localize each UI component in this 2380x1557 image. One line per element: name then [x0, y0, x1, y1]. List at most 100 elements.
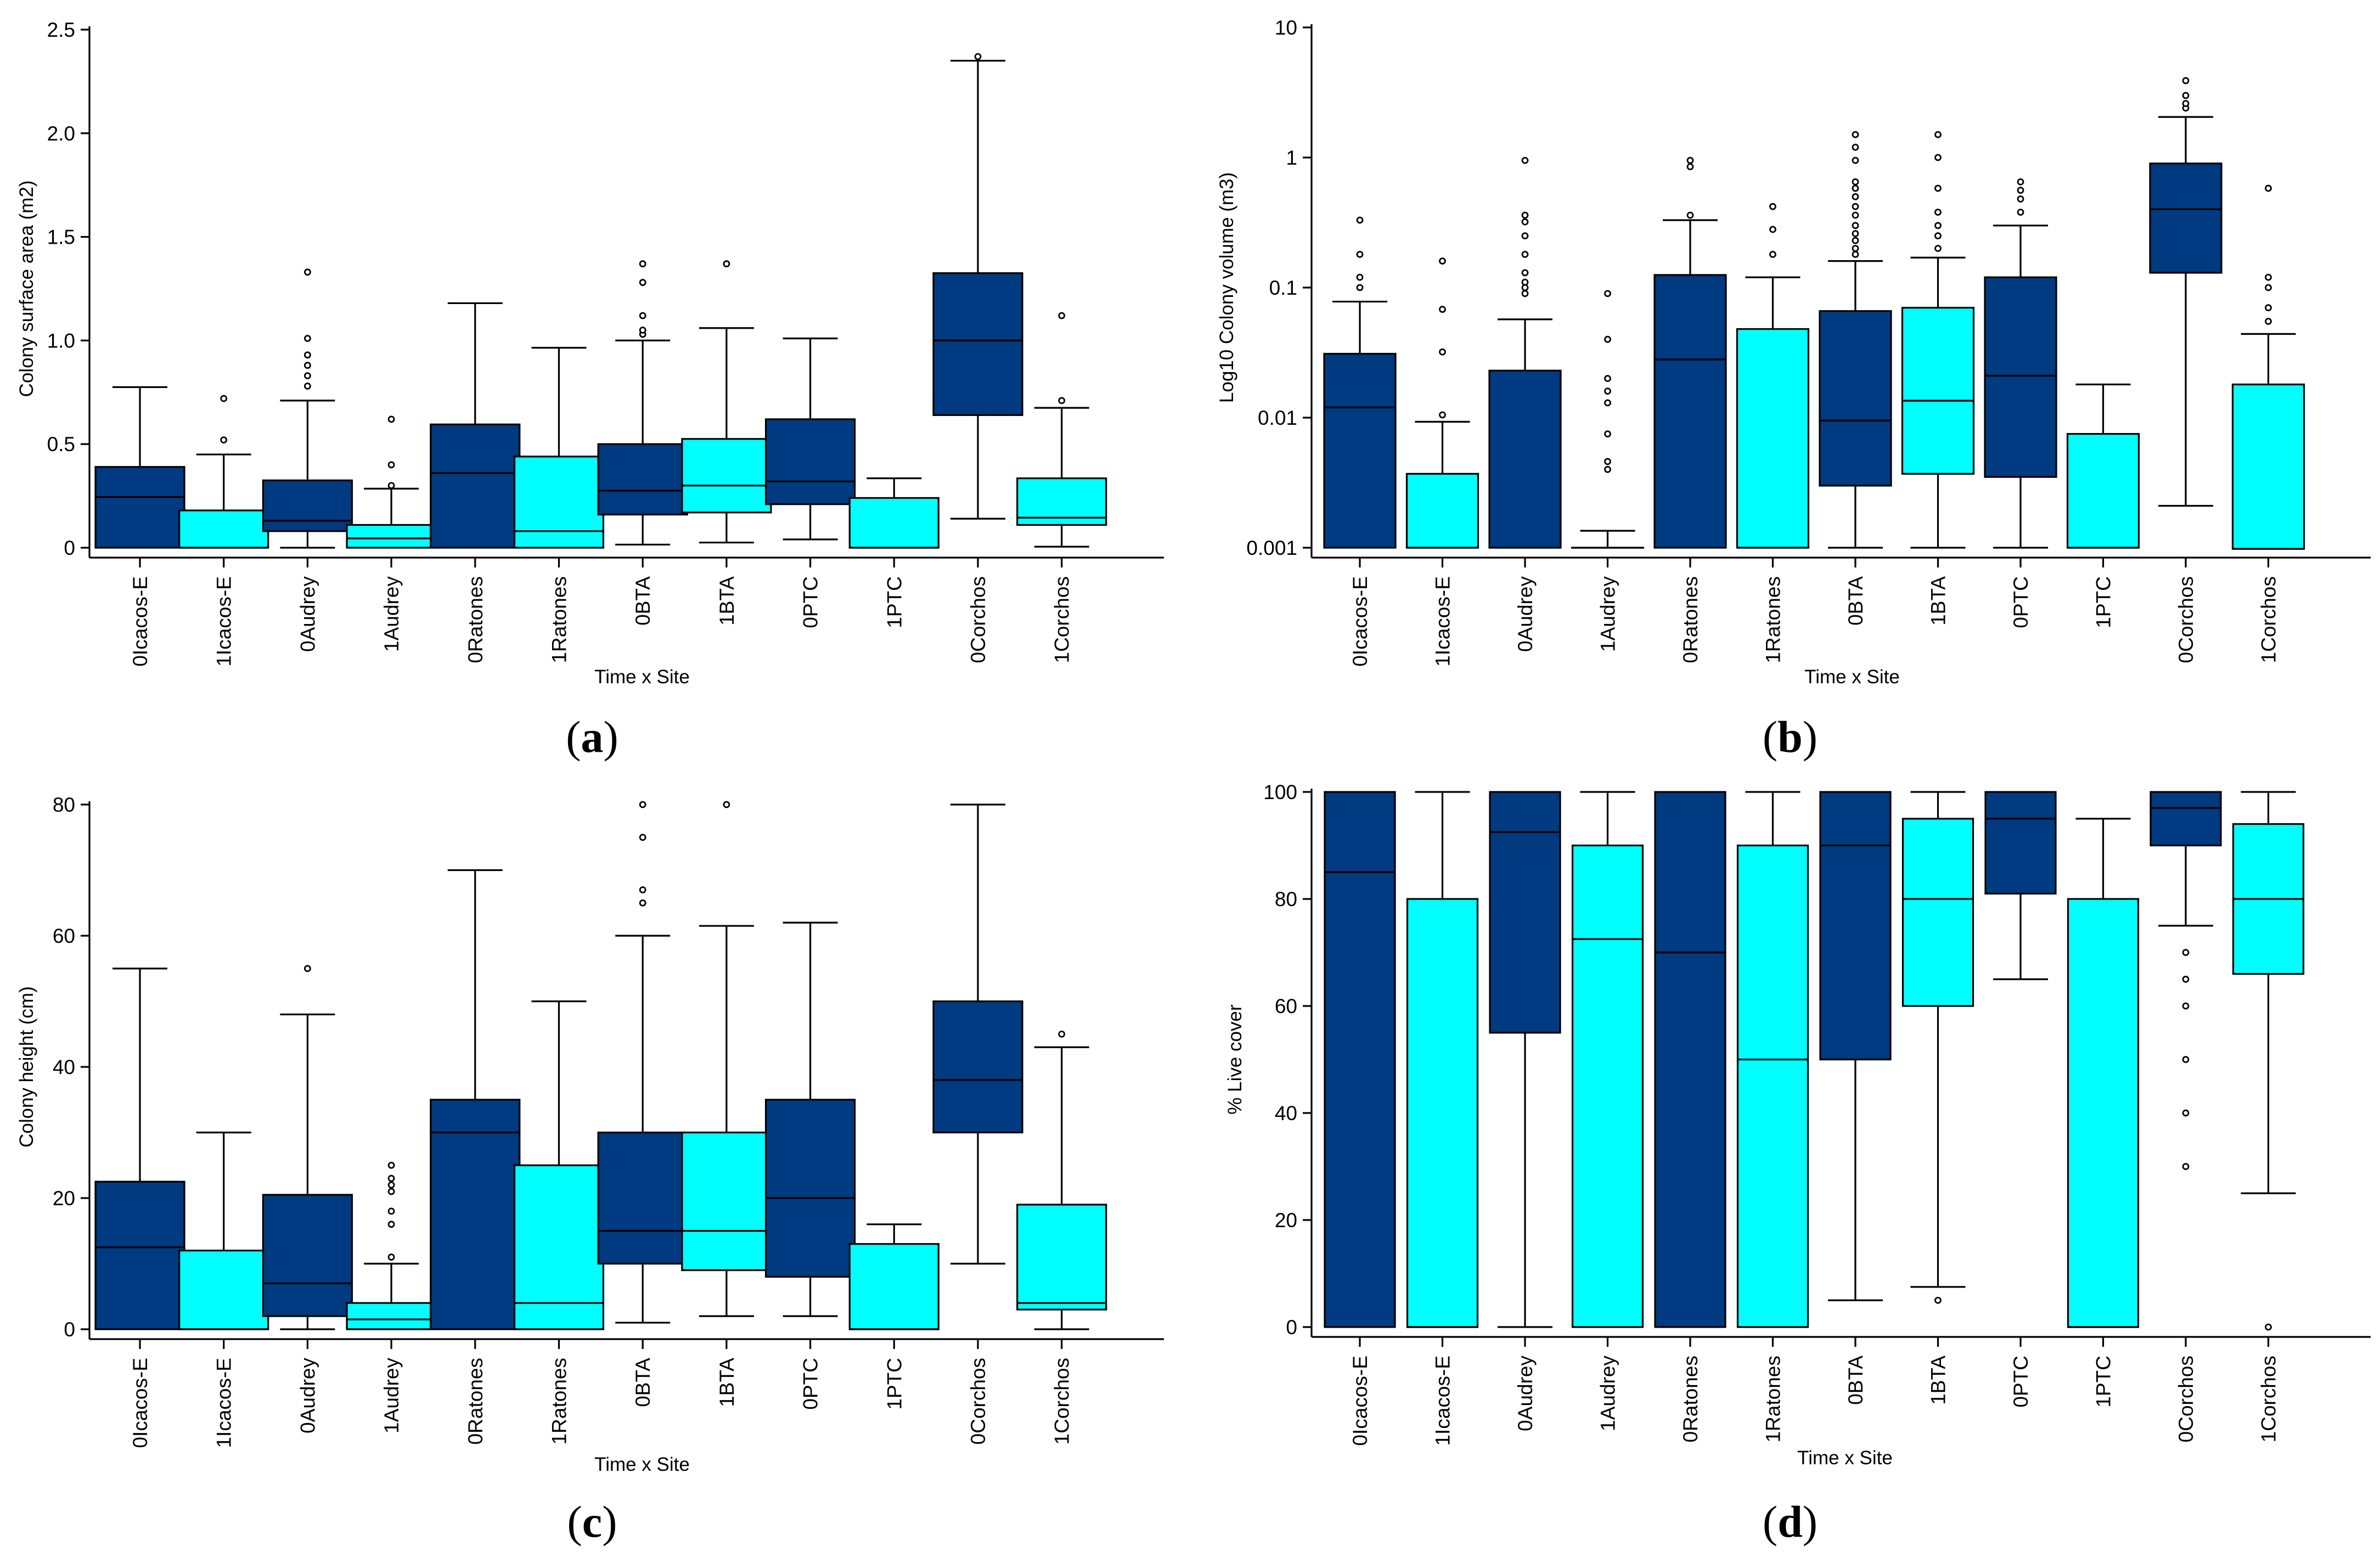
panel-d-box-1Icacos-E [1406, 898, 1479, 1328]
panel-b-outlier [1686, 163, 1694, 171]
panel-b-y-tick-label: 1 [1286, 147, 1297, 169]
panel-c-box-1Audrey [346, 1302, 437, 1330]
panel-c-box-1Ratones [513, 1164, 605, 1330]
panel-b-outlier [1852, 131, 1859, 138]
panel-c-category-label: 0Audrey [296, 1358, 319, 1434]
panel-b-category-label: 1PTC [2092, 576, 2115, 628]
panel-a-outlier [723, 260, 730, 268]
panel-b-outlier [1521, 251, 1529, 258]
panel-c-y-tick-label: 0 [64, 1318, 75, 1341]
panel-b-outlier [1604, 458, 1611, 465]
panel-a-y-axis-title: Colony surface area (m2) [16, 181, 37, 397]
panel-b-label: (b) [1763, 712, 1818, 762]
panel-c-y-tick-label: 80 [53, 794, 75, 816]
panel-b-y-tick-label: 0.1 [1269, 277, 1297, 299]
panel-b-outlier [1686, 211, 1694, 219]
panel-d-box-1Audrey [1571, 844, 1644, 1328]
panel-c-category-label: 0Corchos [967, 1358, 989, 1444]
panel-c-letter: c [582, 1497, 602, 1547]
panel-b-outlier [2265, 284, 2272, 291]
panel-a-category-label: 1BTA [716, 576, 738, 626]
panel-c-category-label: 1PTC [883, 1358, 905, 1410]
panel-b-outlier [2017, 195, 2024, 203]
panel-c-outlier [387, 1174, 395, 1182]
panel-b-box-1Ratones [1736, 328, 1810, 549]
panel-b-outlier [1852, 230, 1859, 238]
panel-c-y-axis-title: Colony height (cm) [16, 986, 37, 1148]
panel-b-outlier [1934, 222, 1942, 229]
panel-d-box-0Icacos-E [1324, 791, 1396, 1328]
panel-c-category-label: 1Icacos-E [213, 1358, 235, 1448]
panel-d-category-label: 0PTC [2010, 1356, 2032, 1408]
panel-b-box-1Icacos-E [1405, 473, 1479, 549]
panel-a-category-label: 1PTC [883, 576, 905, 628]
panel-b-y-tick-label: 0.001 [1246, 537, 1297, 559]
panel-d-y-tick-label: 0 [1286, 1316, 1297, 1339]
panel-a-category-label: 1Audrey [380, 576, 403, 652]
panel-b-x-axis-title: Time x Site [1804, 666, 1900, 688]
panel-d-y-tick-label: 40 [1275, 1102, 1297, 1125]
panel-c-box-0Audrey [262, 1194, 353, 1317]
panel-b-outlier [1852, 245, 1859, 252]
panel-b-outlier [1934, 154, 1942, 161]
panel-c-box-1Icacos-E [178, 1250, 269, 1330]
panel-b-box-1BTA [1901, 307, 1975, 475]
panel-b-outlier [1769, 226, 1776, 233]
panel-c-category-label: 1Audrey [380, 1358, 403, 1434]
panel-d-box-1Ratones [1736, 844, 1809, 1328]
panel-d-box-0Corchos [2150, 791, 2222, 847]
panel-c-box-1Corchos [1016, 1204, 1107, 1311]
panel-b-outlier [1521, 156, 1529, 164]
panel-c-box-0PTC [764, 1099, 856, 1278]
panel-b-category-label: 0Audrey [1514, 576, 1537, 652]
panel-c-category-label: 0BTA [632, 1358, 654, 1407]
panel-a-y-tick-label: 2.0 [47, 122, 75, 145]
panel-c-outlier [387, 1161, 395, 1169]
panel-d-outlier [2182, 1109, 2190, 1117]
panel-b-outlier [1521, 278, 1529, 286]
panel-d-category-label: 0BTA [1844, 1356, 1867, 1405]
panel-b-outlier [1934, 131, 1942, 138]
panel-b-outlier [1934, 245, 1942, 252]
panel-d-y-tick-label: 20 [1275, 1209, 1297, 1232]
panel-a-outlier [1058, 397, 1066, 404]
panel-c-outlier [639, 899, 646, 907]
panel-b-outlier [1439, 411, 1446, 419]
panel-a-box-0BTA [597, 443, 688, 516]
panel-b-box-0PTC [1984, 276, 2057, 478]
panel-c-chart: 0 20 40 60 80 Colony height (cm) Time x Site 0I… [16, 794, 1164, 1475]
panel-b-outlier [2017, 209, 2024, 216]
panel-c-outlier [304, 965, 311, 973]
panel-d-category-label: 0Audrey [1514, 1356, 1537, 1431]
panel-b-box-0Audrey [1488, 369, 1562, 549]
panel-d-category-label: 1BTA [1927, 1356, 1950, 1405]
panel-b-outlier [1852, 251, 1859, 258]
panel-b-outlier [1521, 218, 1529, 226]
panel-d-outlier [2182, 949, 2190, 956]
panel-b-y-axis-title: Log10 Colony volume (m3) [1216, 172, 1237, 403]
panel-b-outlier [2182, 100, 2190, 108]
panel-b-outlier [1852, 203, 1859, 210]
panel-a-outlier [387, 461, 395, 469]
panel-b-outlier [1852, 237, 1859, 244]
panel-b-outlier [1686, 156, 1694, 164]
panel-a-box-0Audrey [262, 479, 353, 532]
panel-d-category-label: 1Corchos [2258, 1356, 2280, 1442]
panel-a-label: (a) [566, 712, 618, 762]
panel-c-category-label: 1BTA [716, 1358, 738, 1407]
panel-d-category-label: 0Corchos [2175, 1356, 2197, 1442]
panel-a-box-0Corchos [932, 272, 1023, 416]
panel-d-outlier [2182, 975, 2190, 983]
panel-b-outlier [2182, 92, 2190, 99]
panel-b-outlier [1356, 273, 1364, 281]
panel-a-box-0PTC [764, 418, 856, 505]
panel-b-outlier [2182, 77, 2190, 85]
panel-b-y-tick-label: 0.01 [1258, 407, 1297, 429]
panel-a-category-label: 0Ratones [464, 576, 487, 663]
panel-d-x-axis-title: Time x Site [1797, 1447, 1893, 1469]
panel-b-outlier [1604, 430, 1611, 438]
panel-a-box-1Icacos-E [178, 509, 269, 549]
panel-a-y-tick-label: 0 [64, 537, 75, 559]
panel-d-chart: 0 20 40 60 80 100 % Live cover Time x Site 0Icac… [1224, 781, 2371, 1469]
panel-c-category-label: 1Ratones [548, 1358, 571, 1444]
